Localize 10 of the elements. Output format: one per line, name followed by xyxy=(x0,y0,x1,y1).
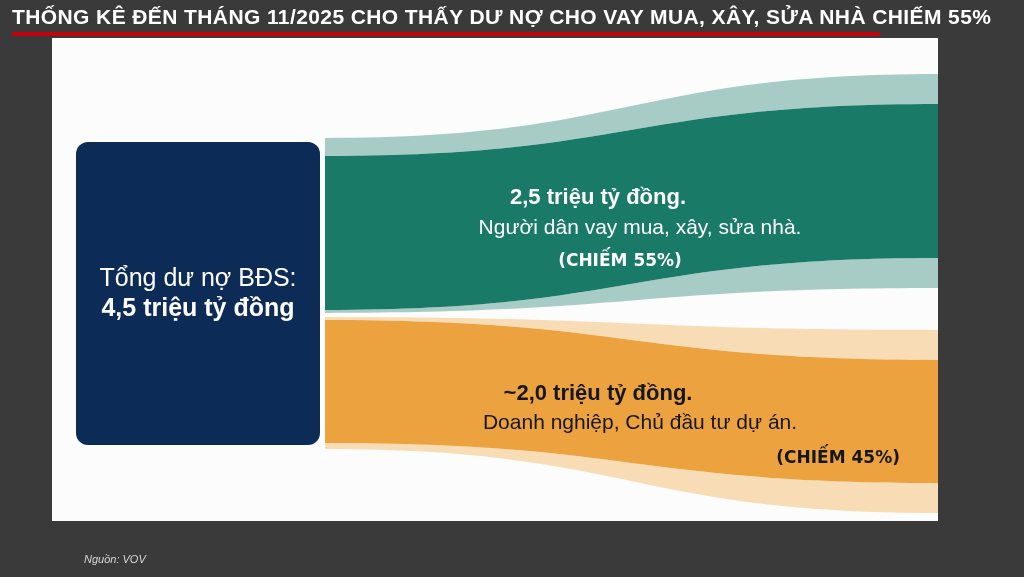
data-label: ~2,0 triệu tỷ đồng. xyxy=(503,380,693,406)
data-label: 2,5 triệu tỷ đồng. xyxy=(509,183,687,209)
text: 4,5 triệu tỷ đồng xyxy=(101,293,295,322)
text: THỐNG KÊ ĐẾN THÁNG 11/2025 CHO THẤY DƯ NỢ CHO VAY MUA, XÂY, SỬA NHÀ CHIẾM 55% xyxy=(12,5,992,29)
category-label: Người dân vay mua, xây, sửa nhà. xyxy=(478,214,802,238)
text: (CHIẾM 45%) xyxy=(776,443,900,467)
text: Tổng dư nợ BĐS: xyxy=(99,263,297,292)
text: (CHIẾM 55%) xyxy=(558,247,682,271)
text: Nguồn: VOV xyxy=(84,553,146,565)
category-label: Doanh nghiệp, Chủ đầu tư dự án. xyxy=(482,410,798,434)
